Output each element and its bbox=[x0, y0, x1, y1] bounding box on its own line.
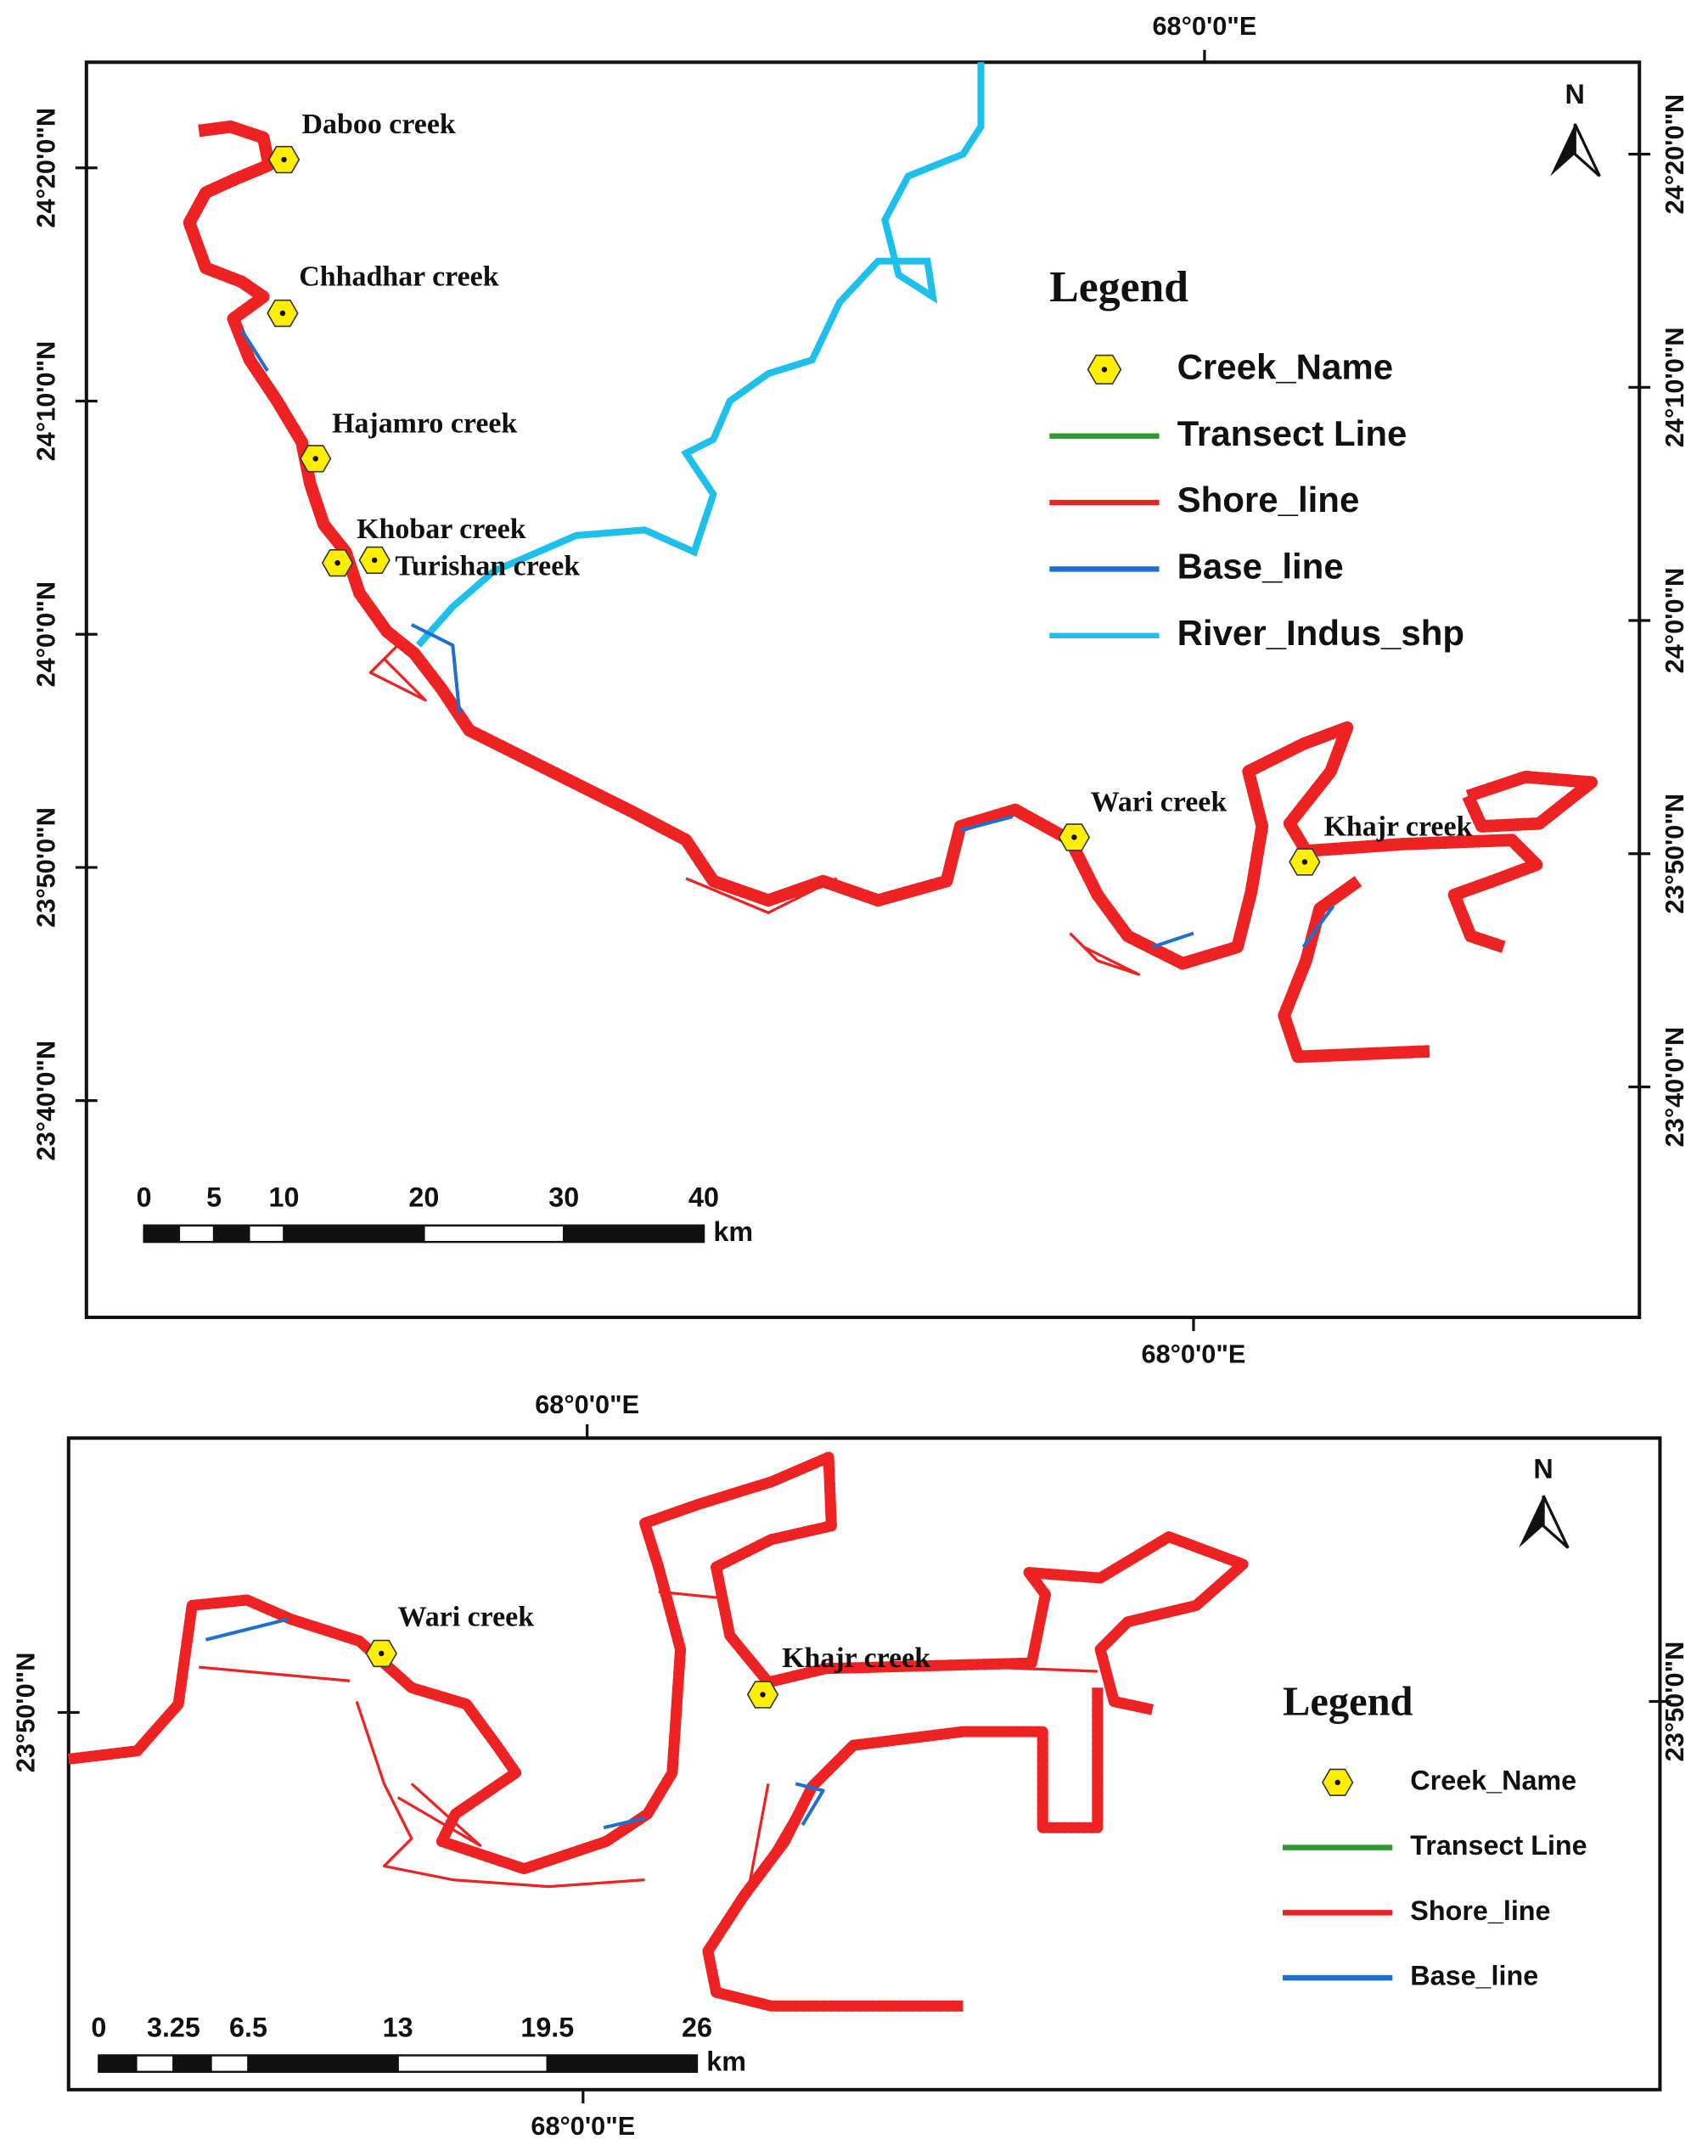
scale-segment bbox=[546, 2054, 699, 2074]
scale-label: 19.5 bbox=[520, 2012, 574, 2042]
north-arrow bbox=[1518, 1496, 1544, 1548]
scale-segment bbox=[247, 2054, 399, 2074]
north-label: N bbox=[1565, 79, 1585, 109]
legend-title: Legend bbox=[1283, 1679, 1413, 1724]
scale-label: 6.5 bbox=[229, 2012, 267, 2042]
latitude-label: 23°40'0"N bbox=[31, 1041, 61, 1161]
scale-segment bbox=[562, 1224, 705, 1244]
creek-marker-dot bbox=[1071, 834, 1077, 840]
creek-label: Hajamro creek bbox=[332, 407, 517, 439]
creek-label: Khajr creek bbox=[782, 1642, 930, 1674]
river bbox=[415, 62, 985, 648]
scale-unit: km bbox=[706, 2047, 746, 2077]
longitude-label: 68°0'0"E bbox=[535, 1390, 639, 1419]
latitude-label: 24°20'0"N bbox=[1660, 94, 1689, 215]
latitude-label: 23°40'0"N bbox=[1660, 1027, 1689, 1148]
legend-label: Creek_Name bbox=[1177, 346, 1394, 386]
latitude-label: 23°50'0"N bbox=[1660, 794, 1689, 914]
longitude-label: 68°0'0"E bbox=[1142, 1339, 1246, 1368]
scale-segment bbox=[172, 2054, 212, 2074]
legend-label: Creek_Name bbox=[1410, 1765, 1576, 1795]
scale-segment bbox=[212, 1224, 250, 1244]
scale-segment bbox=[98, 2054, 138, 2074]
latitude-label: 24°0'0"N bbox=[31, 581, 61, 688]
creek-label: Khobar creek bbox=[357, 514, 526, 545]
legend-label: Base_line bbox=[1410, 1961, 1538, 1991]
creek-marker-dot bbox=[334, 559, 340, 566]
creek-marker-dot bbox=[279, 310, 286, 317]
scale-segment bbox=[423, 1224, 565, 1244]
scale-segment bbox=[396, 2054, 549, 2074]
creek-marker-dot bbox=[1301, 859, 1308, 865]
north-arrow bbox=[1573, 123, 1601, 177]
scale-label: 13 bbox=[383, 2012, 413, 2042]
latitude-label: 24°10'0"N bbox=[31, 341, 61, 462]
legend-label: Shore_line bbox=[1177, 480, 1360, 519]
scale-segment bbox=[177, 1224, 216, 1244]
creek-marker-dot bbox=[371, 557, 378, 564]
creek-label: Turishan creek bbox=[395, 550, 580, 581]
latitude-label: 23°50'0"N bbox=[31, 807, 61, 928]
longitude-label: 68°0'0"E bbox=[531, 2111, 635, 2141]
latitude-label: 24°0'0"N bbox=[1660, 568, 1689, 674]
scale-label: 5 bbox=[206, 1182, 222, 1213]
creek-label: Chhadhar creek bbox=[299, 261, 498, 292]
latitude-label: 24°10'0"N bbox=[1660, 327, 1689, 447]
creek-marker-dot bbox=[379, 1650, 385, 1657]
north-label: N bbox=[1533, 1454, 1553, 1485]
coast-1 bbox=[189, 126, 1592, 1057]
scale-label: 26 bbox=[682, 2012, 712, 2042]
map2-frame bbox=[66, 1436, 1662, 2091]
creek-marker-dot bbox=[312, 456, 318, 462]
legend-label: Transect Line bbox=[1410, 1830, 1587, 1861]
legend-marker-dot bbox=[1101, 367, 1108, 373]
scale-segment bbox=[143, 1224, 181, 1244]
north-arrow bbox=[1542, 1495, 1570, 1549]
scale-segment bbox=[210, 2054, 250, 2074]
creek-label: Wari creek bbox=[398, 1601, 535, 1632]
coast-2 bbox=[69, 1457, 1243, 2006]
latitude-label: 23°50'0"N bbox=[10, 1653, 40, 1773]
legend-marker-dot bbox=[1334, 1779, 1340, 1786]
north-arrow bbox=[1550, 124, 1576, 177]
legend-label: Transect Line bbox=[1177, 413, 1407, 453]
scale-unit: km bbox=[713, 1216, 753, 1247]
map1-frame bbox=[84, 60, 1642, 1320]
scale-label: 0 bbox=[91, 2012, 106, 2042]
legend-title: Legend bbox=[1049, 263, 1188, 312]
scale-label: 40 bbox=[688, 1182, 719, 1213]
scale-label: 10 bbox=[269, 1182, 300, 1213]
scale-segment bbox=[283, 1224, 425, 1244]
legend-label: River_Indus_shp bbox=[1177, 613, 1464, 653]
longitude-label: 68°0'0"E bbox=[1152, 11, 1256, 41]
legend-label: Shore_line bbox=[1410, 1895, 1550, 1926]
scale-segment bbox=[135, 2054, 175, 2074]
latitude-label: 24°20'0"N bbox=[31, 108, 61, 228]
creek-label: Khajr creek bbox=[1324, 811, 1473, 842]
scale-label: 0 bbox=[137, 1182, 152, 1213]
creek-label: Wari creek bbox=[1091, 786, 1228, 817]
scale-label: 30 bbox=[548, 1182, 579, 1213]
scale-segment bbox=[248, 1224, 285, 1244]
scale-label: 20 bbox=[408, 1182, 439, 1213]
scale-label: 3.25 bbox=[147, 2012, 200, 2042]
creek-label: Daboo creek bbox=[302, 109, 456, 140]
creek-marker-dot bbox=[281, 156, 287, 163]
legend-label: Base_line bbox=[1177, 547, 1344, 587]
creek-marker-dot bbox=[760, 1692, 766, 1698]
